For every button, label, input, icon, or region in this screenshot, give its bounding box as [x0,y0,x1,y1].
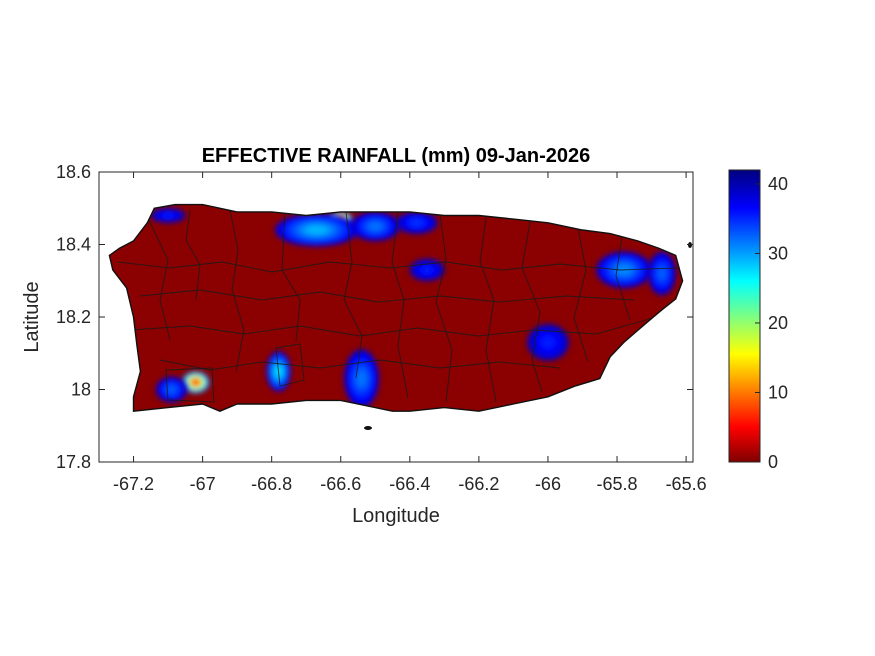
hotspot-contour [369,222,382,231]
boundary-line [145,213,171,341]
rainfall-hotspot [150,208,186,223]
boundary-line [521,221,543,393]
colorbar-ticks: 0 10 20 30 40 [755,174,788,472]
x-tick-label: -66.8 [251,474,292,494]
x-tick-label: -66.4 [389,474,430,494]
y-axis-label: Latitude [21,281,43,352]
x-axis-label: Longitude [352,505,440,527]
offshore-islets [364,242,692,430]
y-axis: 17.8 18 18.2 18.4 18.6 [56,162,693,472]
map-layer [108,203,692,430]
rainfall-hotspot [344,349,379,408]
boundary-line [165,367,215,403]
islet [364,426,372,430]
rainfall-hotspot [275,213,358,247]
hotspot-contour [357,371,366,386]
hotspot-contour [306,225,328,235]
boundary-line [281,211,301,343]
boundary-line [129,315,661,337]
y-tick-label: 17.8 [56,452,91,472]
y-tick-label: 18.6 [56,162,91,182]
hotspot-contour [167,386,176,393]
y-tick-label: 18.4 [56,235,91,255]
colorbar-tick-label: 10 [768,382,788,402]
boundary-line [159,359,561,371]
boundary-line [275,343,305,387]
rainfall-hotspot [156,376,187,403]
x-tick-label: -65.6 [666,474,707,494]
x-axis: -67.2 -67 -66.8 -66.6 -66.4 -66.2 -66 -65.8 -65.… [113,172,707,494]
hotspot-contour [422,267,432,273]
boundary-line [391,211,409,399]
hotspot-contour [658,267,666,280]
rainfall-hotspot [351,211,400,241]
boundary-line [343,211,363,379]
boundary-line [479,217,497,403]
colorbar-tick-label: 40 [768,174,788,194]
boundary-line [139,289,635,303]
y-tick-label: 18.2 [56,307,91,327]
rainfall-hotspot [648,251,676,296]
x-tick-label: -66 [535,474,561,494]
rainfall-hotspot [396,211,438,234]
chart-title: EFFECTIVE RAINFALL (mm) 09-Jan-2026 [202,145,591,167]
hotspot-contour [163,213,173,218]
rainfall-hotspot [527,324,569,361]
y-tick-label: 18 [71,380,91,400]
x-tick-label: -67 [190,474,216,494]
x-tick-label: -67.2 [113,474,154,494]
x-tick-label: -66.2 [458,474,499,494]
x-tick-label: -65.8 [597,474,638,494]
colorbar-tick-label: 20 [768,313,788,333]
hotspot-contour [542,337,554,347]
x-tick-label: -66.6 [320,474,361,494]
rainfall-hotspot [409,259,445,281]
boundary-line [185,209,201,301]
municipality-boundaries [117,209,679,403]
hotspot-contour [411,220,423,226]
boundary-line [573,227,589,363]
hotspot-contour [192,379,200,386]
coastline [108,203,684,412]
colorbar-tick-label: 0 [768,452,778,472]
rainfall-hotspot [181,371,210,394]
boundary-line [615,235,631,321]
colorbar [728,169,761,463]
boundary-line [117,261,679,273]
colorbar-tick-label: 30 [768,243,788,263]
boundary-line [229,209,245,373]
